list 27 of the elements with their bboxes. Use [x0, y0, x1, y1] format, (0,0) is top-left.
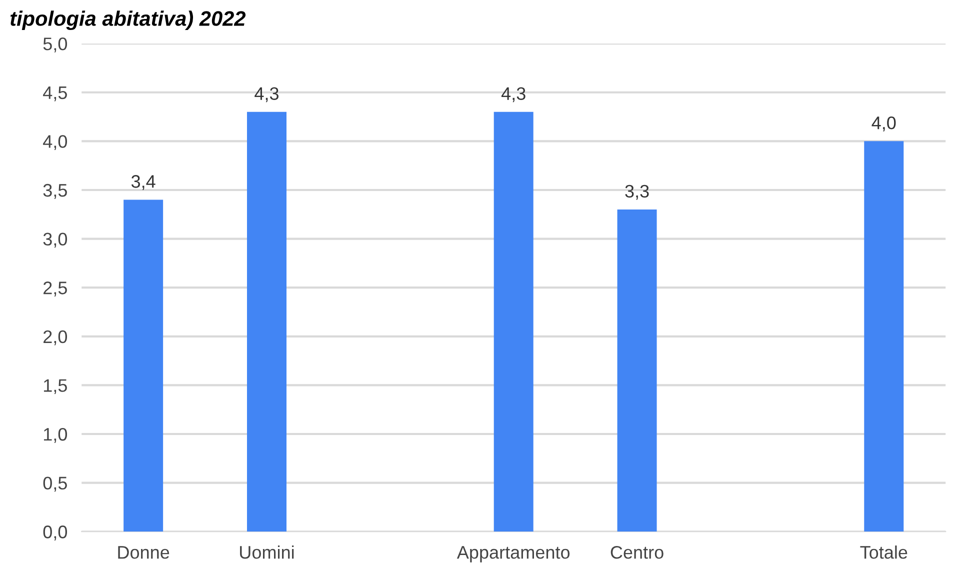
y-tick-label: 2,0: [44, 330, 68, 346]
x-tick-label: Appartamento: [456, 546, 570, 562]
y-tick-label: 0,5: [43, 476, 67, 492]
y-tick-label: 3,5: [43, 184, 67, 199]
data-label: 4,3: [254, 87, 278, 102]
data-label: 3,3: [625, 184, 649, 200]
data-label: 4,3: [501, 87, 526, 102]
bar: [494, 112, 534, 532]
bar: [124, 200, 164, 532]
bar: [246, 112, 286, 532]
x-tick-label: Donne: [118, 546, 170, 559]
x-tick-label: Centro: [610, 546, 664, 559]
y-tick-label: 0,0: [43, 526, 68, 540]
y-tick-label: 3,0: [43, 232, 68, 248]
y-tick-label: 4,0: [43, 135, 68, 150]
y-tick-label: 2,5: [44, 282, 67, 296]
chart-title: tipologia abitativa) 2022: [10, 10, 246, 30]
data-label: 3,4: [131, 175, 156, 190]
y-tick-label: 5,0: [43, 38, 68, 52]
y-tick-label: 1,5: [44, 379, 67, 394]
data-label: 4,0: [872, 116, 896, 132]
y-tick-label: 4,5: [43, 86, 67, 102]
x-tick-label: Uomini: [240, 546, 294, 559]
y-tick-label: 1,0: [44, 428, 68, 443]
bar: [864, 141, 904, 532]
bar: [617, 210, 657, 532]
x-tick-label: Totale: [860, 546, 908, 559]
